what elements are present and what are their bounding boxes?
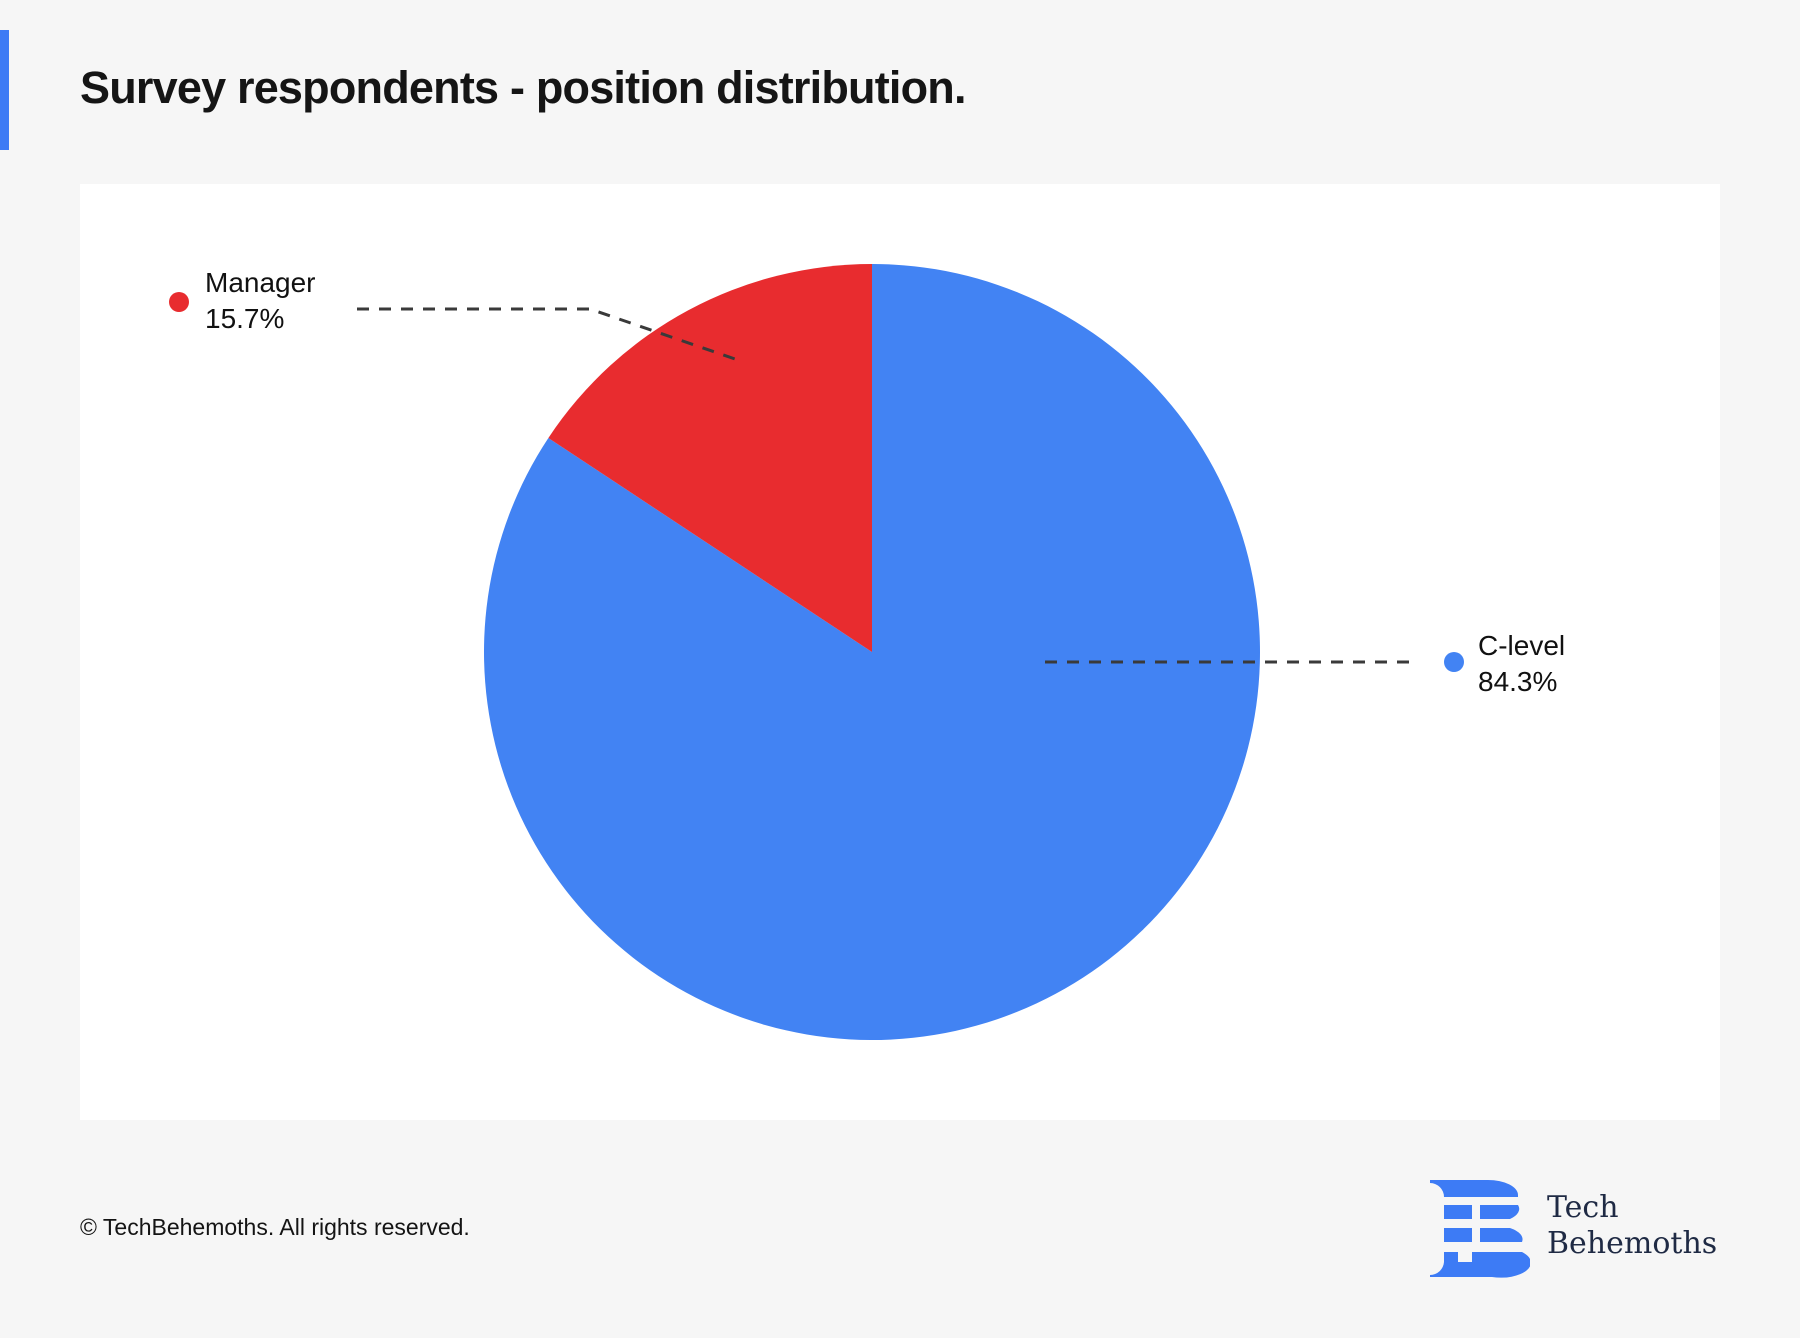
clevel-label-name: C-level (1478, 630, 1566, 661)
chart-panel: Manager 15.7% C-level 84.3% (80, 184, 1720, 1120)
manager-label-name: Manager (205, 267, 316, 298)
pie-chart (357, 264, 1415, 1040)
techbehemoths-logo-icon (1430, 1180, 1530, 1278)
pie-slice-manager (548, 264, 872, 652)
brand-name: Tech Behemoths (1547, 1190, 1717, 1262)
brand-logo: Tech Behemoths (1430, 1180, 1730, 1280)
pie-slice-c-level (483, 264, 1261, 1040)
clevel-label-value: 84.3% (1478, 666, 1558, 697)
brand-name-line1: Tech (1547, 1190, 1619, 1225)
chart-title: Survey respondents - position distributi… (80, 62, 966, 113)
manager-leader-line (357, 307, 736, 361)
clevel-legend-dot (1444, 652, 1464, 672)
clevel-label: C-level 84.3% (1444, 628, 1566, 700)
brand-name-line2: Behemoths (1547, 1226, 1718, 1261)
manager-label: Manager 15.7% (169, 265, 316, 337)
manager-legend-dot (169, 292, 189, 312)
manager-label-value: 15.7% (205, 303, 285, 334)
copyright-notice: © TechBehemoths. All rights reserved. (80, 1214, 470, 1240)
title-accent-bar (0, 30, 9, 150)
